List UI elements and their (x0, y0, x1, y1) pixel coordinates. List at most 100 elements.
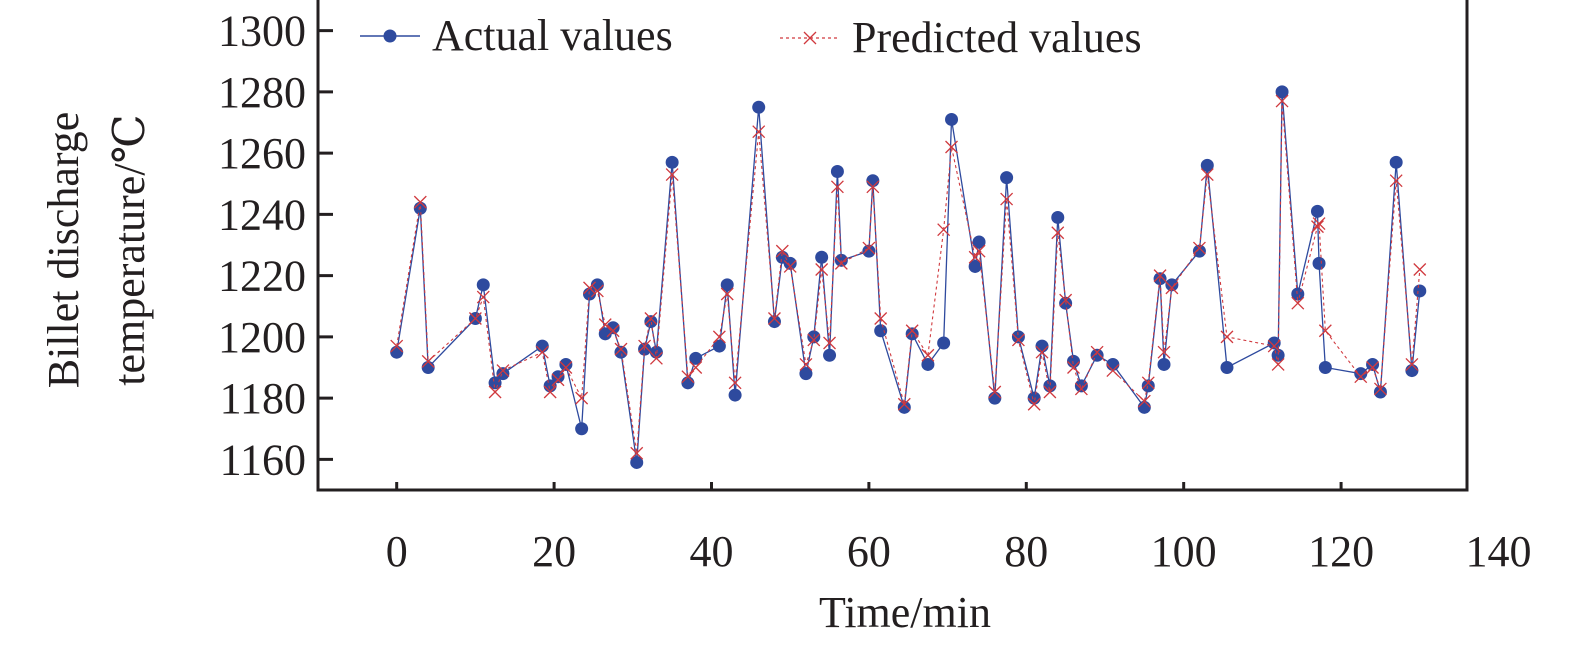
data-point (606, 324, 620, 338)
plot-frame (316, 0, 1469, 492)
data-point (1051, 226, 1065, 240)
data-point (689, 351, 703, 365)
data-point (488, 376, 502, 390)
data-point (1366, 361, 1380, 374)
data-point (767, 315, 781, 329)
x-tick-label: 20 (532, 527, 576, 576)
data-point (728, 376, 742, 390)
legend-actual-label: Actual values (432, 11, 673, 60)
data-point (1165, 281, 1179, 295)
data-point (720, 278, 734, 292)
data-point (972, 244, 986, 258)
data-point (988, 391, 1002, 405)
data-point (874, 324, 888, 338)
data-point (866, 180, 880, 194)
legend-predicted-marker (803, 31, 817, 45)
data-point (783, 256, 797, 270)
y-tick-label: 1180 (220, 374, 306, 423)
data-point (1373, 382, 1387, 396)
data-point (1043, 385, 1057, 399)
data-point (413, 195, 427, 209)
data-point (1141, 376, 1155, 390)
data-point (614, 345, 628, 359)
data-point (815, 250, 829, 264)
data-point (1354, 367, 1368, 381)
data-point (575, 422, 589, 436)
data-point (823, 336, 837, 350)
data-point (862, 241, 876, 255)
data-point (630, 455, 644, 469)
x-tick-label: 140 (1465, 527, 1531, 576)
y-tick-label: 1240 (218, 190, 306, 239)
data-point (665, 155, 679, 169)
data-point (535, 339, 549, 353)
data-point (630, 446, 644, 460)
y-tick-label: 1220 (218, 252, 306, 301)
data-point (905, 324, 919, 338)
data-point (390, 339, 404, 353)
data-point (1059, 293, 1073, 307)
data-point (1366, 357, 1380, 371)
data-point (752, 100, 766, 114)
data-point (1067, 354, 1081, 368)
data-point (468, 312, 482, 325)
data-point (799, 357, 813, 371)
data-point (1000, 192, 1014, 206)
data-point (1090, 345, 1104, 359)
data-point (712, 339, 726, 353)
data-point (496, 367, 510, 381)
data-point (551, 373, 565, 387)
data-point (1267, 339, 1281, 353)
data-point (866, 174, 880, 188)
data-point (1291, 296, 1305, 310)
data-point (644, 312, 658, 325)
data-point (1192, 241, 1206, 255)
data-point (728, 388, 742, 402)
data-point (575, 391, 589, 405)
x-tick-label: 0 (386, 527, 408, 576)
data-point (1000, 171, 1014, 185)
data-point (1275, 94, 1289, 108)
data-point (752, 125, 766, 139)
data-point (834, 253, 848, 267)
data-point (1413, 284, 1427, 298)
series-line (396, 101, 1421, 454)
x-tick-label: 60 (847, 527, 891, 576)
data-point (476, 290, 490, 304)
data-point (665, 168, 679, 182)
data-point (862, 244, 876, 258)
x-tick-label: 120 (1308, 527, 1374, 576)
data-point (1267, 336, 1281, 350)
data-point (551, 370, 565, 384)
data-point (1165, 278, 1179, 292)
data-point (1389, 174, 1403, 188)
data-point (1311, 220, 1324, 234)
data-point (897, 397, 911, 411)
data-point (968, 259, 982, 273)
data-point (638, 339, 652, 353)
data-point (897, 400, 911, 414)
data-point (1312, 256, 1326, 270)
data-point (921, 348, 935, 362)
data-point (1271, 357, 1285, 371)
data-point (1220, 330, 1234, 344)
data-point (830, 180, 844, 194)
data-point (905, 327, 919, 341)
data-point (559, 361, 573, 374)
data-point (1413, 263, 1427, 276)
legend-actual-marker (383, 29, 397, 43)
data-point (1310, 204, 1324, 218)
data-point (775, 244, 789, 258)
y-axis-label-line1: Billet discharge (39, 112, 88, 389)
data-point (874, 312, 888, 325)
legend: Actual values Predicted values (360, 11, 1142, 62)
data-point (830, 165, 844, 178)
data-point (1074, 379, 1088, 393)
data-point (1389, 155, 1403, 169)
data-point (807, 333, 821, 347)
data-point (799, 367, 813, 381)
data-point (712, 330, 726, 344)
x-tick-label: 80 (1004, 527, 1048, 576)
data-point (1405, 357, 1419, 371)
